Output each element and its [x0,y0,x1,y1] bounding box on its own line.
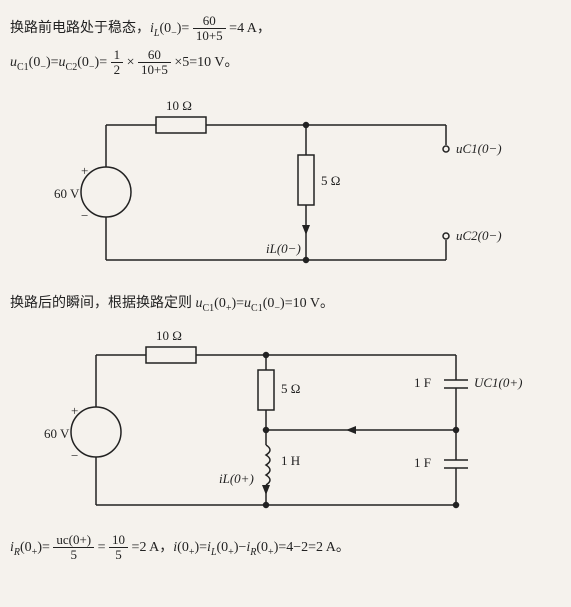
uc2-label: uC2(0−) [456,228,502,243]
line4-rhs: =2 A，i(0+)=iL(0+)−iR(0+)=4−2=2 A。 [132,540,350,555]
r10-label: 10 Ω [166,98,192,113]
ilb-label: iL(0+) [219,471,254,486]
line1-rhs: =4 A， [229,21,271,36]
circuit-2: 10 Ω + 60 V − 5 Ω 1 H iL(0+) 1 F UC1(0+)… [36,325,536,525]
c1fa-label: 1 F [414,375,431,390]
r5-label: 5 Ω [321,173,340,188]
line3-cn: 换路后的瞬间，根据换路定则 [10,296,196,311]
uc1-label: uC1(0−) [456,141,502,156]
r10b-label: 10 Ω [156,328,182,343]
line-4: iR(0+)= uc(0+) 5 = 10 5 =2 A，i(0+)=iL(0+… [10,533,561,563]
frac-10-5: 10 5 [109,533,128,563]
frac-60-15: 60 10+5 [193,14,226,44]
src-plus-b: + [71,403,78,418]
src-val-b: 60 V [44,426,70,441]
src-val: 60 V [54,186,80,201]
src-minus: − [81,208,88,223]
line2-mid: × [127,55,135,70]
line2-rhs: ×5=10 V。 [174,55,238,70]
line1-cn: 换路前电路处于稳态， [10,21,150,36]
line-3: 换路后的瞬间，根据换路定则 uC1(0+)=uC1(0−)=10 V。 [10,293,561,317]
l1h-label: 1 H [281,453,300,468]
src-minus-b: − [71,448,78,463]
il-label: iL(0−) [266,241,301,256]
line-2: uC1(0−)=uC2(0−)= 1 2 × 60 10+5 ×5=10 V。 [10,48,561,78]
frac-uc-5: uc(0+) 5 [53,533,94,563]
circuit-1: 10 Ω uC1(0−) uC2(0−) + 60 V − 5 Ω iL(0−) [46,85,526,285]
frac-1-2: 1 2 [111,48,124,78]
src-plus: + [81,163,88,178]
line4-mid: = [98,540,106,555]
uc1b-label: UC1(0+) [474,375,523,390]
line-1: 换路前电路处于稳态，iL(0−)= 60 10+5 =4 A， [10,14,561,44]
c1fb-label: 1 F [414,455,431,470]
r5b-label: 5 Ω [281,381,300,396]
frac-60-15b: 60 10+5 [138,48,171,78]
